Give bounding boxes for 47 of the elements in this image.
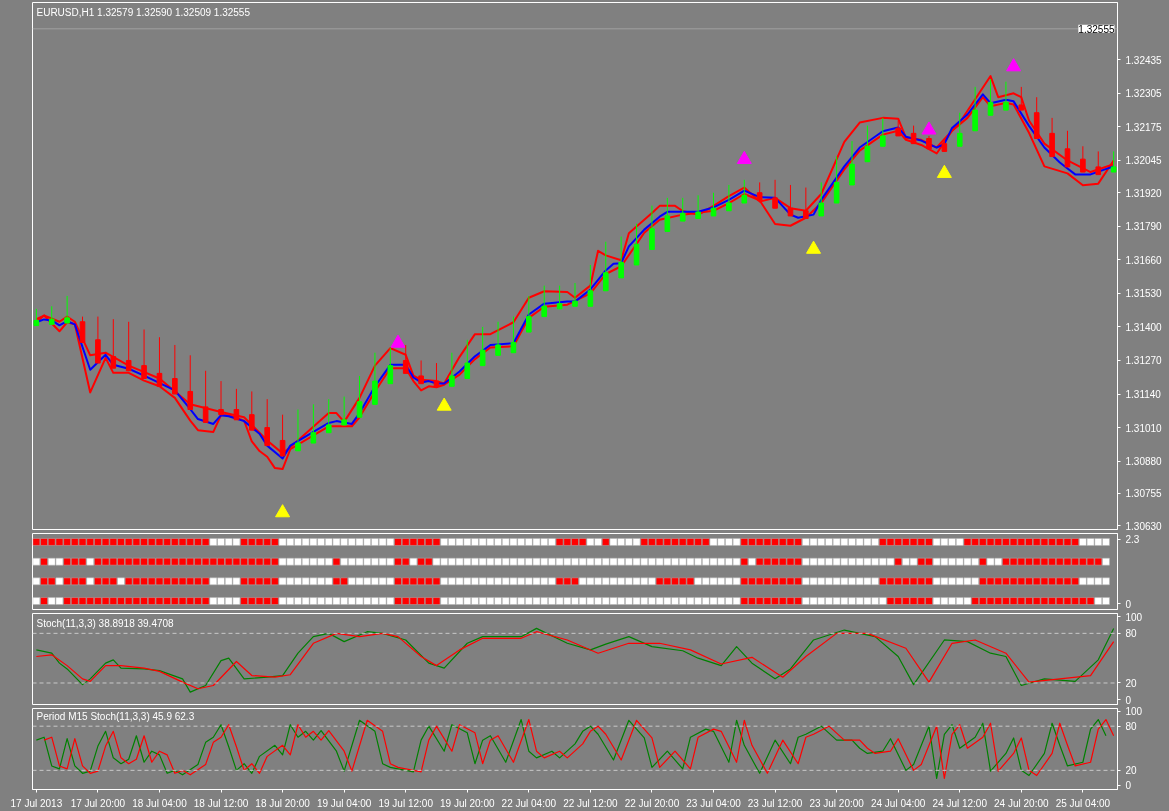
y-tick-label: 1.31270 — [1125, 355, 1163, 367]
y-tick-label: 1.31790 — [1125, 221, 1163, 233]
y-tick-label: 80 — [1125, 721, 1138, 733]
x-tick-label: 18 Jul 12:00 — [193, 797, 249, 809]
x-tick-label: 19 Jul 04:00 — [316, 797, 372, 809]
x-tick-label: 23 Jul 04:00 — [686, 797, 742, 809]
x-tick-label: 22 Jul 04:00 — [501, 797, 557, 809]
x-tick-label: 24 Jul 20:00 — [994, 797, 1049, 809]
x-tick-label: 19 Jul 12:00 — [378, 797, 434, 809]
x-tick-label: 17 Jul 2013 — [10, 797, 63, 809]
y-tick-label: 1.31400 — [1125, 321, 1163, 333]
x-tick-label: 19 Jul 20:00 — [440, 797, 495, 809]
x-tick-label: 18 Jul 04:00 — [132, 797, 188, 809]
y-tick-label: 1.30755 — [1125, 488, 1163, 500]
chart-title: Period M15 Stoch(11,3,3) 45.9 62.3 — [36, 710, 195, 722]
y-tick-label: 0 — [1125, 694, 1132, 706]
y-tick-label: 1.30630 — [1125, 520, 1163, 532]
ref-line-label: 1.32555 — [1078, 23, 1115, 35]
y-tick-label: 100 — [1125, 706, 1143, 718]
y-tick-label: 1.32175 — [1125, 121, 1163, 133]
y-tick-label: 1.31530 — [1125, 288, 1163, 300]
y-tick-label: 20 — [1125, 677, 1138, 689]
y-tick-label: 1.31920 — [1125, 187, 1163, 199]
y-tick-label: 0 — [1125, 598, 1132, 610]
y-tick-label: 1.32045 — [1125, 155, 1163, 167]
y-tick-label: 0 — [1125, 780, 1132, 792]
y-tick-label: 1.32305 — [1125, 88, 1163, 100]
x-tick-label: 22 Jul 12:00 — [563, 797, 619, 809]
y-tick-label: 1.31660 — [1125, 254, 1163, 266]
y-tick-label: 80 — [1125, 628, 1138, 640]
chart-title: Stoch(11,3,3) 38.8918 39.4708 — [36, 617, 175, 629]
y-tick-label: 1.31140 — [1125, 389, 1162, 401]
y-tick-label: 1.30880 — [1125, 456, 1163, 468]
x-tick-label: 23 Jul 20:00 — [809, 797, 865, 809]
x-tick-label: 18 Jul 20:00 — [255, 797, 311, 809]
y-tick-label: 20 — [1125, 765, 1138, 777]
y-tick-label: 1.32435 — [1125, 54, 1163, 66]
x-tick-label: 24 Jul 12:00 — [932, 797, 988, 809]
x-tick-label: 25 Jul 04:00 — [1055, 797, 1111, 809]
y-tick-label: 1.31010 — [1125, 422, 1163, 434]
x-tick-label: 17 Jul 20:00 — [70, 797, 126, 809]
x-tick-label: 24 Jul 04:00 — [870, 797, 926, 809]
chart-title: EURUSD,H1 1.32579 1.32590 1.32509 1.32555 — [36, 6, 251, 18]
y-tick-label: 100 — [1125, 611, 1143, 623]
y-tick-label: 2.3 — [1125, 534, 1140, 546]
x-tick-label: 23 Jul 12:00 — [747, 797, 803, 809]
x-tick-label: 22 Jul 20:00 — [624, 797, 680, 809]
